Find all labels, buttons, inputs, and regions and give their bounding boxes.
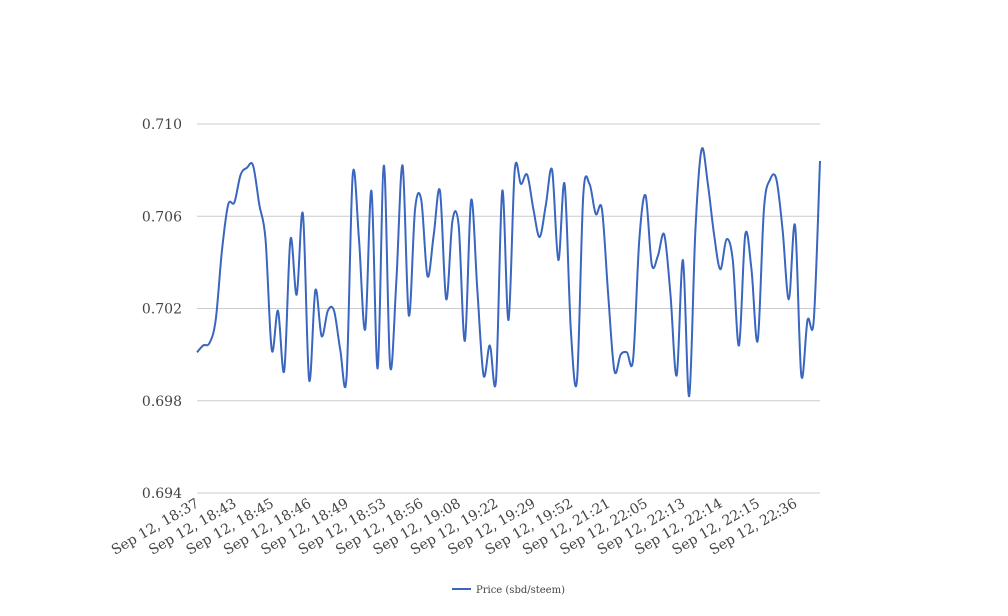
- y-tick-label: 0.702: [142, 302, 182, 318]
- y-tick-label: 0.710: [142, 117, 182, 133]
- price-line: [196, 147, 821, 398]
- y-tick-label: 0.698: [142, 394, 182, 410]
- y-tick-label: 0.706: [142, 209, 182, 225]
- legend-label: Price (sbd/steem): [476, 585, 565, 596]
- y-tick-label: 0.694: [142, 486, 182, 502]
